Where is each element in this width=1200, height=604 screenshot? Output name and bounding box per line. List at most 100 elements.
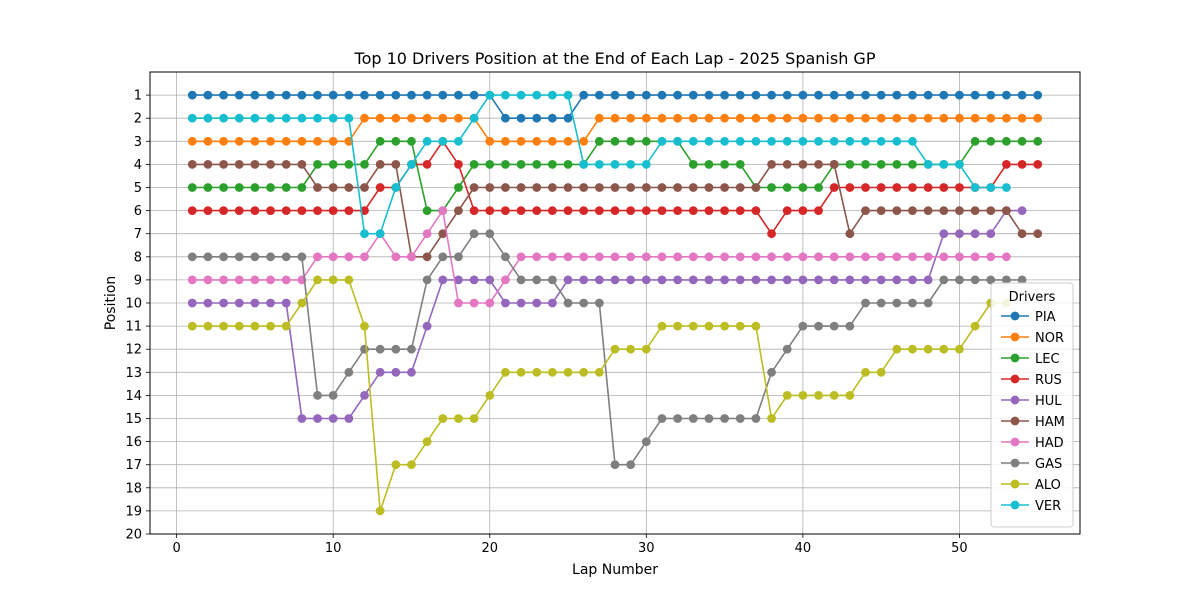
data-point <box>594 298 604 308</box>
data-point <box>814 183 823 192</box>
data-point <box>751 252 761 262</box>
data-point <box>876 298 886 308</box>
data-point <box>829 183 839 192</box>
data-point <box>266 113 275 123</box>
data-point <box>829 136 839 146</box>
legend-label: HUL <box>1035 394 1062 409</box>
data-point <box>203 206 213 216</box>
data-point <box>673 183 683 192</box>
data-point <box>970 136 980 146</box>
data-point <box>986 206 996 216</box>
data-point <box>579 367 589 377</box>
data-point <box>407 344 416 354</box>
data-point <box>845 321 855 331</box>
data-point <box>861 252 870 262</box>
data-point <box>923 344 933 354</box>
data-point <box>219 183 228 192</box>
data-point <box>704 321 714 331</box>
data-point <box>563 275 573 285</box>
legend-label: HAM <box>1035 415 1065 430</box>
data-point <box>501 367 510 377</box>
data-point <box>751 183 761 192</box>
data-point <box>407 252 416 262</box>
legend-item-alo: ALO <box>1001 478 1061 493</box>
data-point <box>626 344 636 354</box>
data-point <box>360 252 369 262</box>
data-point <box>328 391 338 400</box>
data-point <box>1033 136 1043 146</box>
data-point <box>281 206 291 216</box>
legend-item-hul: HUL <box>1001 394 1062 409</box>
data-point <box>688 113 698 123</box>
data-point <box>485 206 495 216</box>
data-point <box>735 252 745 262</box>
series-nor <box>187 113 1043 146</box>
data-point <box>782 275 792 285</box>
data-point <box>438 229 448 239</box>
legend-marker <box>1010 458 1020 468</box>
data-point <box>516 160 526 169</box>
x-tick-label: 0 <box>172 541 180 556</box>
data-point <box>187 275 197 285</box>
data-point <box>234 136 244 146</box>
data-point <box>751 275 761 285</box>
data-point <box>814 391 823 400</box>
data-point <box>187 183 197 192</box>
data-point <box>266 206 275 216</box>
data-point <box>407 367 416 377</box>
data-point <box>360 90 369 100</box>
data-point <box>532 113 542 123</box>
series-had <box>187 206 1011 308</box>
series-gas <box>187 229 1027 470</box>
data-point <box>704 414 714 423</box>
data-point <box>861 275 870 285</box>
data-point <box>563 90 573 100</box>
data-point <box>313 113 322 123</box>
data-point <box>970 321 980 331</box>
data-point <box>328 160 338 169</box>
data-point <box>845 275 855 285</box>
data-point <box>297 90 307 100</box>
data-point <box>203 275 213 285</box>
data-point <box>798 136 808 146</box>
data-point <box>547 90 557 100</box>
data-point <box>563 113 573 123</box>
data-point <box>563 160 573 169</box>
data-point <box>908 206 917 216</box>
data-point <box>657 90 667 100</box>
data-point <box>908 252 917 262</box>
data-point <box>313 183 322 192</box>
data-point <box>829 113 839 123</box>
data-point <box>579 275 589 285</box>
data-point <box>970 275 980 285</box>
data-point <box>203 113 213 123</box>
data-point <box>829 90 839 100</box>
data-point <box>845 113 855 123</box>
data-point <box>391 460 401 470</box>
data-point <box>579 160 589 169</box>
data-point <box>344 206 354 216</box>
data-point <box>360 183 369 192</box>
data-point <box>281 90 291 100</box>
data-point <box>234 298 244 308</box>
data-point <box>485 160 495 169</box>
data-point <box>798 113 808 123</box>
data-point <box>501 206 510 216</box>
data-point <box>532 160 542 169</box>
data-point <box>641 136 651 146</box>
data-point <box>892 252 902 262</box>
data-point <box>563 367 573 377</box>
legend-title: Drivers <box>1009 290 1056 305</box>
data-point <box>219 136 228 146</box>
data-point <box>485 90 495 100</box>
data-point <box>673 136 683 146</box>
data-point <box>657 414 667 423</box>
data-point <box>485 136 495 146</box>
data-point <box>344 252 354 262</box>
data-point <box>234 183 244 192</box>
data-point <box>610 90 620 100</box>
x-tick-label: 50 <box>951 541 968 556</box>
data-point <box>328 252 338 262</box>
data-point <box>501 160 510 169</box>
data-point <box>219 252 228 262</box>
